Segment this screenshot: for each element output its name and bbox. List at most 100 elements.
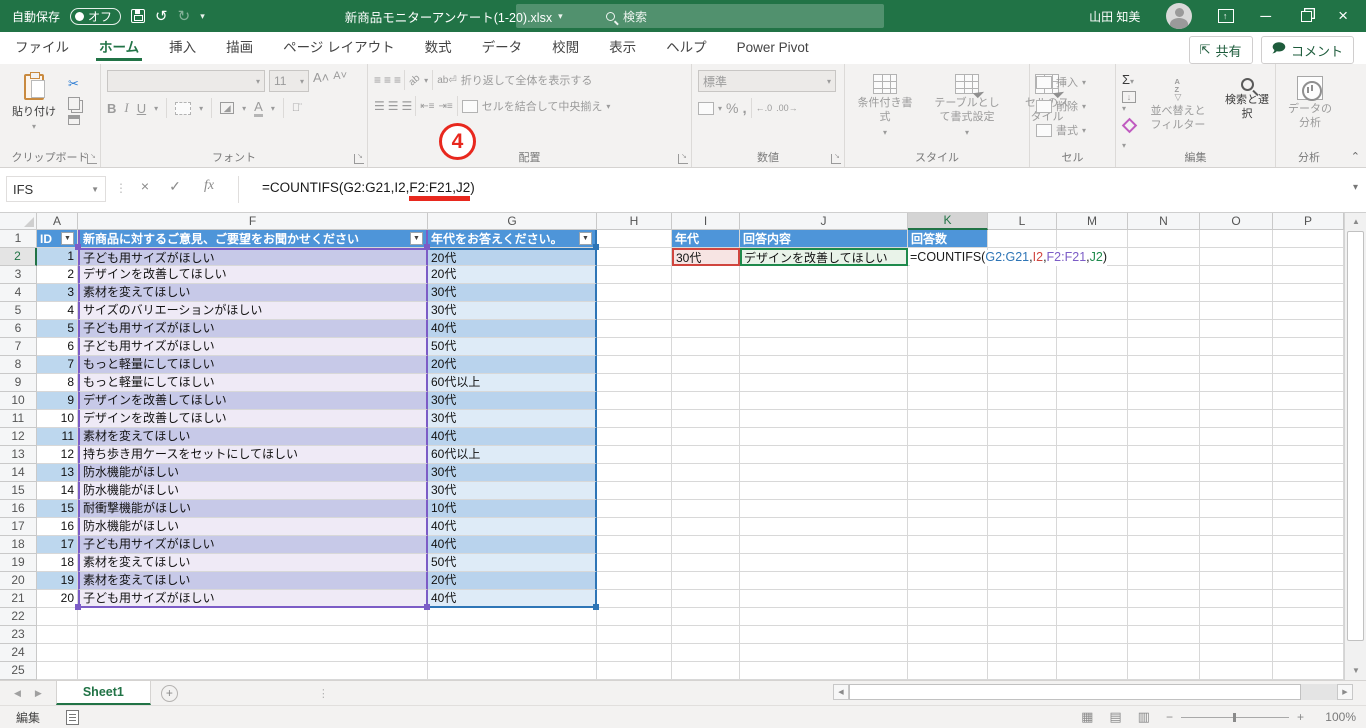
cell-P18[interactable]: [1273, 536, 1344, 554]
cell-G9[interactable]: 60代以上: [428, 374, 597, 392]
cell-K20[interactable]: [908, 572, 988, 590]
cell-O1[interactable]: [1200, 230, 1273, 248]
filter-icon-opinion[interactable]: ▼: [410, 232, 423, 245]
clipboard-dialog-launcher-icon[interactable]: [87, 152, 97, 164]
autosave-toggle[interactable]: オフ: [70, 7, 122, 25]
insert-cells-button[interactable]: 挿入: [1056, 77, 1078, 89]
cell-K7[interactable]: [908, 338, 988, 356]
cell-A13[interactable]: 12: [37, 446, 78, 464]
ribbon-display-options-icon[interactable]: [1218, 9, 1235, 23]
zoom-out-icon[interactable]: −: [1165, 710, 1173, 724]
zoom-slider[interactable]: [1180, 712, 1289, 722]
align-right-icon[interactable]: ☰: [401, 99, 413, 113]
cell-L22[interactable]: [988, 608, 1057, 626]
cell-L1[interactable]: [988, 230, 1057, 248]
cell-N2[interactable]: [1128, 248, 1200, 266]
cell-N12[interactable]: [1128, 428, 1200, 446]
cell-F13[interactable]: 持ち歩き用ケースをセットにしてほしい: [78, 446, 428, 464]
cell-K16[interactable]: [908, 500, 988, 518]
cell-H17[interactable]: [597, 518, 672, 536]
cell-A14[interactable]: 13: [37, 464, 78, 482]
cell-K4[interactable]: [908, 284, 988, 302]
page-layout-view-icon[interactable]: ▤: [1109, 709, 1122, 724]
cell-G13[interactable]: 60代以上: [428, 446, 597, 464]
row-header-21[interactable]: 21: [0, 590, 37, 608]
tab-home[interactable]: ホーム: [84, 32, 154, 64]
number-format-select[interactable]: 標準 ▾: [698, 70, 836, 92]
cell-O11[interactable]: [1200, 410, 1273, 428]
cell-L9[interactable]: [988, 374, 1057, 392]
cell-H5[interactable]: [597, 302, 672, 320]
cell-J17[interactable]: [740, 518, 908, 536]
lookup-header-answer[interactable]: 回答内容: [740, 230, 908, 248]
row-header-19[interactable]: 19: [0, 554, 37, 572]
quick-access-caret-icon[interactable]: ▾: [200, 10, 205, 21]
cell-G18[interactable]: 40代: [428, 536, 597, 554]
row-header-22[interactable]: 22: [0, 608, 37, 626]
cell-G20[interactable]: 20代: [428, 572, 597, 590]
cell-A9[interactable]: 8: [37, 374, 78, 392]
autosum-icon[interactable]: Σ▾: [1122, 72, 1135, 87]
cell-G11[interactable]: 30代: [428, 410, 597, 428]
lookup-header-age[interactable]: 年代: [672, 230, 740, 248]
cell-J5[interactable]: [740, 302, 908, 320]
cell-M9[interactable]: [1057, 374, 1128, 392]
cell-N10[interactable]: [1128, 392, 1200, 410]
cell-P19[interactable]: [1273, 554, 1344, 572]
cell-G5[interactable]: 30代: [428, 302, 597, 320]
comments-button[interactable]: 🗩 コメント: [1260, 36, 1354, 64]
cell-H1[interactable]: [597, 230, 672, 248]
align-left-icon[interactable]: ☰: [374, 99, 385, 113]
worksheet-grid[interactable]: A F G H I J K L M N O P 1 ID ▼ 新商品に対するご意見、ご要望をお聞かせください ▼…: [0, 213, 1344, 680]
cell-H9[interactable]: [597, 374, 672, 392]
cell-J7[interactable]: [740, 338, 908, 356]
cell-P12[interactable]: [1273, 428, 1344, 446]
cell-K19[interactable]: [908, 554, 988, 572]
cell-L11[interactable]: [988, 410, 1057, 428]
cell-N20[interactable]: [1128, 572, 1200, 590]
align-middle-icon[interactable]: ≡: [384, 73, 391, 87]
column-header-P[interactable]: P: [1273, 213, 1344, 230]
borders-icon[interactable]: [175, 101, 192, 115]
cell-I4[interactable]: [672, 284, 740, 302]
save-icon[interactable]: [131, 9, 146, 23]
cell-P2[interactable]: [1273, 248, 1344, 266]
cell-O4[interactable]: [1200, 284, 1273, 302]
cut-icon[interactable]: ✂: [68, 76, 79, 91]
wrap-text-label[interactable]: 折り返して全体を表示する: [460, 75, 593, 87]
cell-J11[interactable]: [740, 410, 908, 428]
fill-icon[interactable]: ↓▾: [1122, 91, 1137, 114]
title-caret-icon[interactable]: ▾: [558, 10, 563, 21]
cell-G24[interactable]: [428, 644, 597, 662]
cell-I17[interactable]: [672, 518, 740, 536]
column-header-H[interactable]: H: [597, 213, 672, 230]
sheet-tab-sheet1[interactable]: Sheet1: [55, 681, 151, 705]
cell-N17[interactable]: [1128, 518, 1200, 536]
cell-P22[interactable]: [1273, 608, 1344, 626]
cell-I10[interactable]: [672, 392, 740, 410]
restore-button[interactable]: [1301, 10, 1313, 22]
column-header-G[interactable]: G: [428, 213, 597, 230]
range-handle[interactable]: [424, 244, 430, 250]
cell-O10[interactable]: [1200, 392, 1273, 410]
cell-M14[interactable]: [1057, 464, 1128, 482]
clear-icon[interactable]: ▾: [1121, 117, 1138, 151]
column-header-N[interactable]: N: [1128, 213, 1200, 230]
cell-F15[interactable]: 防水機能がほしい: [78, 482, 428, 500]
cell-G10[interactable]: 30代: [428, 392, 597, 410]
cell-I12[interactable]: [672, 428, 740, 446]
cell-H11[interactable]: [597, 410, 672, 428]
cell-N11[interactable]: [1128, 410, 1200, 428]
scroll-down-icon[interactable]: ▼: [1352, 666, 1360, 675]
cell-G25[interactable]: [428, 662, 597, 680]
cell-K21[interactable]: [908, 590, 988, 608]
cell-G14[interactable]: 30代: [428, 464, 597, 482]
cell-M25[interactable]: [1057, 662, 1128, 680]
cell-H16[interactable]: [597, 500, 672, 518]
cell-P21[interactable]: [1273, 590, 1344, 608]
cell-F3[interactable]: デザインを改善してほしい: [78, 266, 428, 284]
tab-view[interactable]: 表示: [609, 40, 637, 55]
cell-P13[interactable]: [1273, 446, 1344, 464]
cell-O24[interactable]: [1200, 644, 1273, 662]
copy-icon[interactable]: [68, 97, 80, 110]
